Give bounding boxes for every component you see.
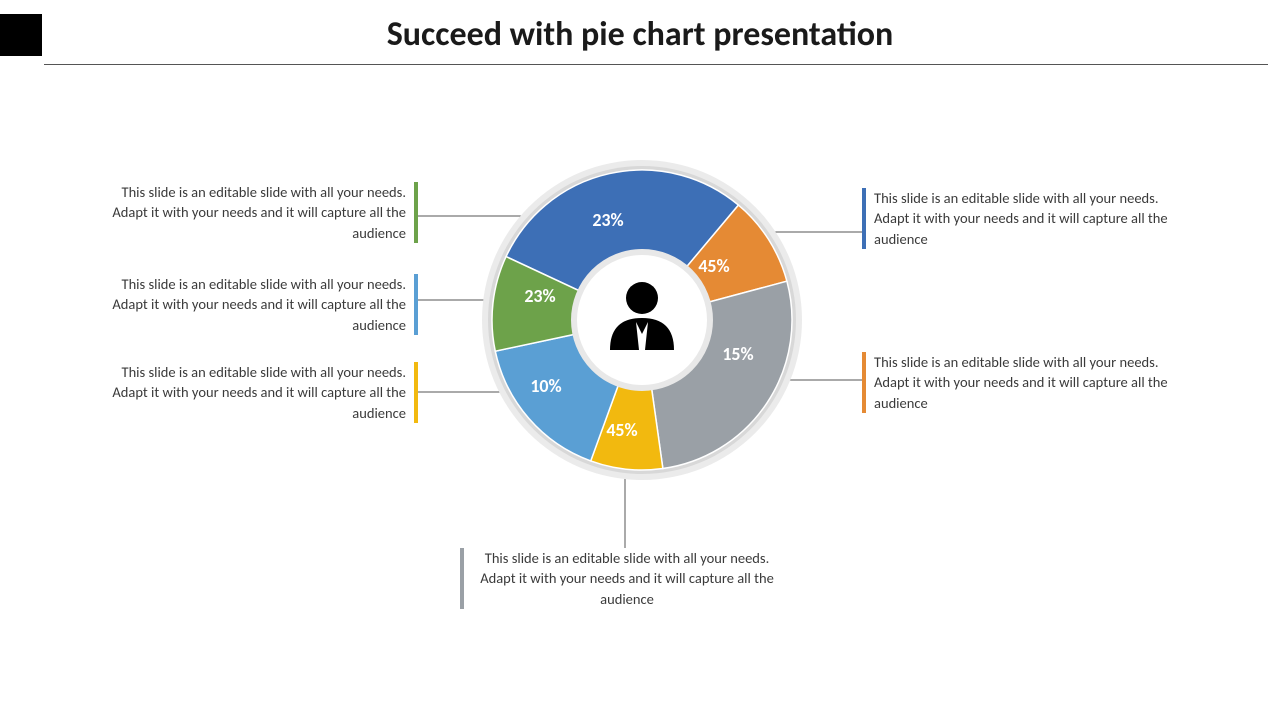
slice-label-gray: 45%	[606, 419, 637, 441]
callout-bar	[862, 352, 866, 413]
callout-text: This slide is an editable slide with all…	[96, 274, 406, 335]
title-bar: Succeed with pie chart presentation	[0, 14, 1280, 64]
title-rule	[44, 64, 1268, 65]
callout-text: This slide is an editable slide with all…	[472, 548, 782, 609]
slice-label-green: 23%	[592, 209, 623, 231]
callout-1: This slide is an editable slide with all…	[874, 352, 1184, 413]
callout-4: This slide is an editable slide with all…	[96, 362, 406, 423]
page-title: Succeed with pie chart presentation	[0, 14, 1280, 55]
callout-bar	[862, 188, 866, 249]
callout-text: This slide is an editable slide with all…	[96, 362, 406, 423]
callout-2: This slide is an editable slide with all…	[96, 182, 406, 243]
callout-text: This slide is an editable slide with all…	[874, 188, 1184, 249]
callout-5: This slide is an editable slide with all…	[472, 548, 782, 609]
callout-0: This slide is an editable slide with all…	[874, 188, 1184, 249]
callout-bar	[414, 362, 418, 423]
callout-text: This slide is an editable slide with all…	[96, 182, 406, 243]
slice-label-ltblue: 23%	[524, 285, 555, 307]
callout-bar	[414, 182, 418, 243]
callout-3: This slide is an editable slide with all…	[96, 274, 406, 335]
donut-chart: 45% 15% 45% 10% 23% 23%	[482, 160, 802, 480]
callout-bar	[460, 548, 464, 609]
callout-text: This slide is an editable slide with all…	[874, 352, 1184, 413]
slice-label-yellow: 10%	[530, 375, 561, 397]
slice-label-blue: 45%	[698, 255, 729, 277]
slice-label-orange: 15%	[722, 343, 753, 365]
callout-bar	[414, 274, 418, 335]
